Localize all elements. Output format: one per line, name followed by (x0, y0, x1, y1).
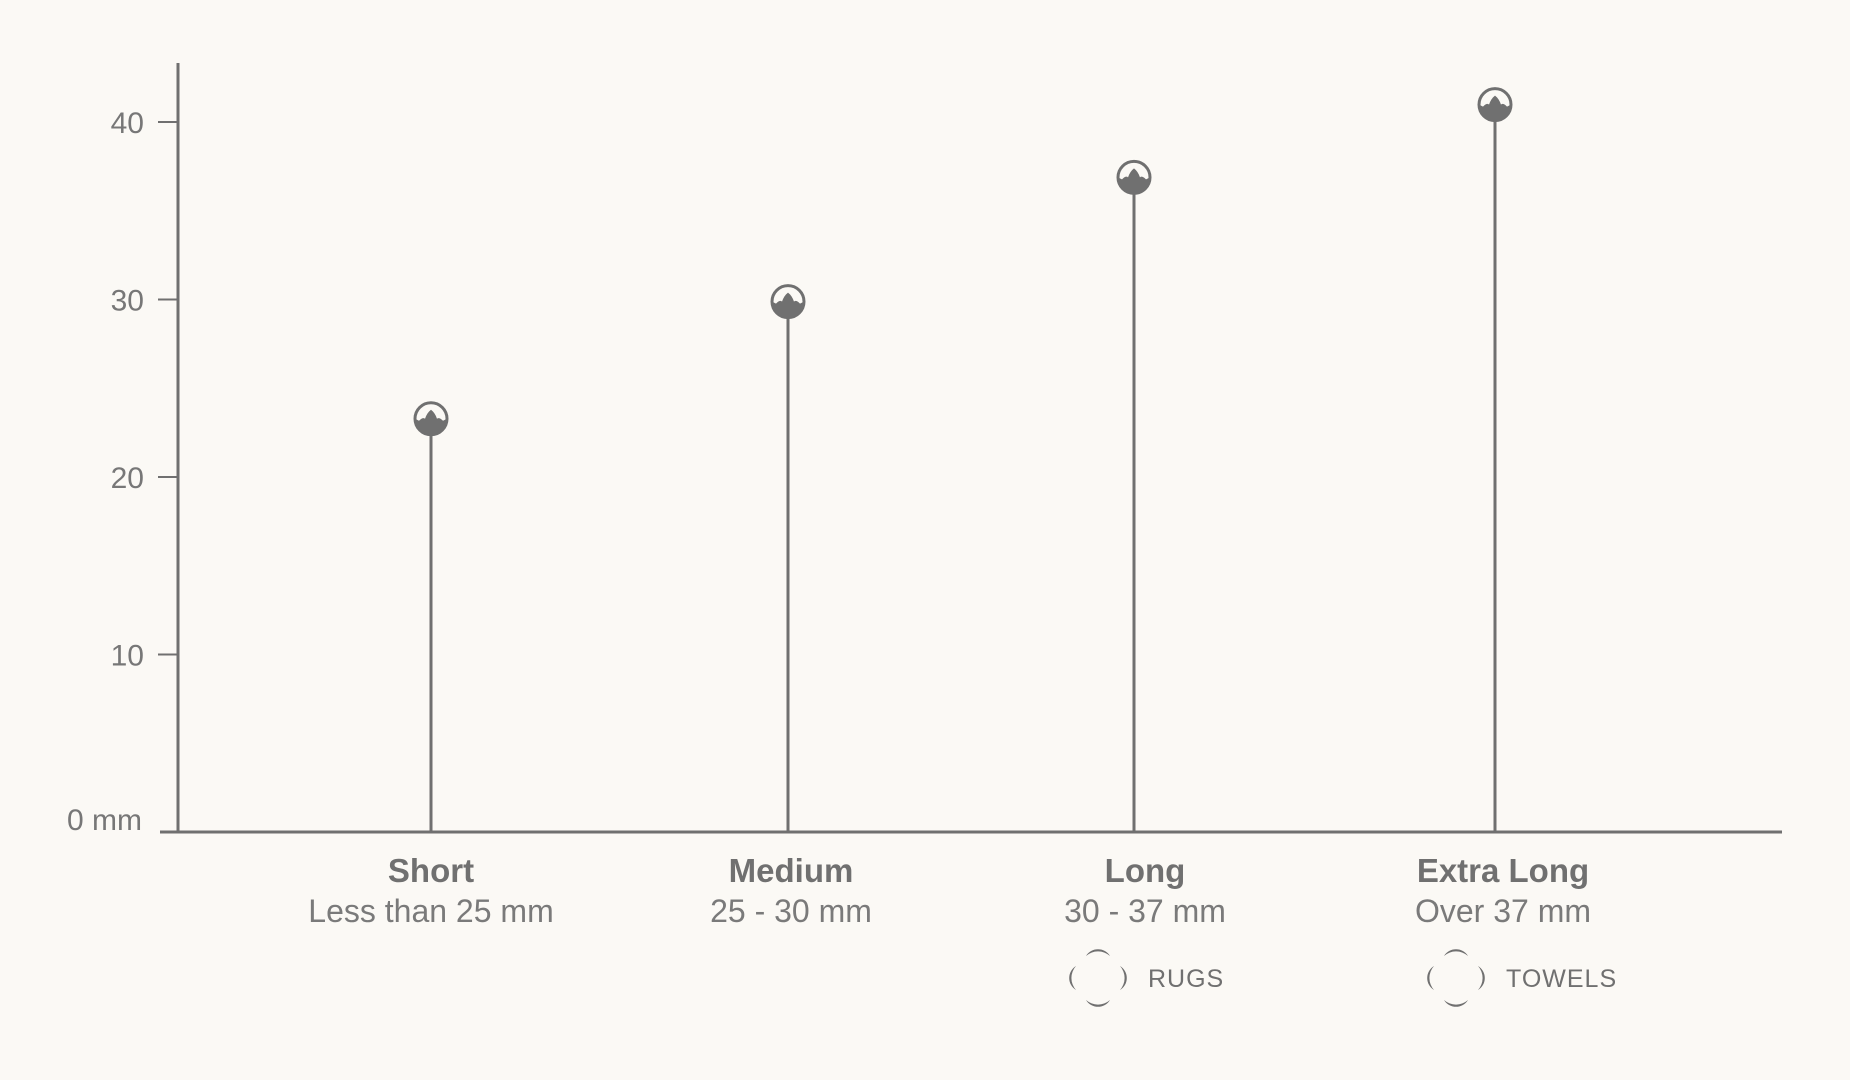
quatrefoil-lobe (1069, 966, 1076, 990)
marker-fill (415, 409, 447, 435)
category-label: Long (1105, 852, 1186, 889)
category-range: 30 - 37 mm (1064, 893, 1226, 929)
quatrefoil-lobe (1478, 966, 1485, 990)
cotton-boll-icon (1477, 87, 1513, 123)
y-tick-label: 40 (111, 107, 144, 140)
cotton-boll-icon (1116, 159, 1152, 195)
y-tick-label: 30 (111, 285, 144, 318)
y-tick-label: 10 (111, 640, 144, 673)
y-tick-label: 0 mm (67, 804, 142, 837)
y-tick-label: 20 (111, 462, 144, 495)
lollipop-medium: Medium 25 - 30 mm (710, 284, 872, 929)
marker-fill (772, 292, 804, 318)
lollipop-long: Long 30 - 37 mm RUGS (1064, 159, 1226, 1007)
category-label: Extra Long (1417, 852, 1589, 889)
quatrefoil-lobe (1120, 966, 1127, 990)
quatrefoil-lobe (1444, 1000, 1468, 1007)
category-label: Medium (729, 852, 854, 889)
marker-fill (1479, 95, 1511, 121)
lollipop-extra-long: Extra Long Over 37 mm TOWELS (1415, 87, 1617, 1007)
use-label: RUGS (1148, 965, 1224, 993)
category-range: Less than 25 mm (308, 893, 553, 929)
category-range: 25 - 30 mm (710, 893, 872, 929)
quatrefoil-lobe (1086, 949, 1110, 956)
cotton-boll-icon (770, 284, 806, 320)
cotton-boll-icon (413, 401, 449, 437)
category-label: Short (388, 852, 474, 889)
marker-fill (1118, 168, 1150, 194)
quatrefoil-lobe (1086, 1000, 1110, 1007)
quatrefoil-icon (1069, 949, 1127, 1007)
quatrefoil-lobe (1444, 949, 1468, 956)
lollipop-short: Short Less than 25 mm (308, 401, 554, 929)
quatrefoil-icon (1427, 949, 1485, 1007)
quatrefoil-lobe (1427, 966, 1434, 990)
use-label: TOWELS (1506, 965, 1617, 993)
category-range: Over 37 mm (1415, 893, 1591, 929)
